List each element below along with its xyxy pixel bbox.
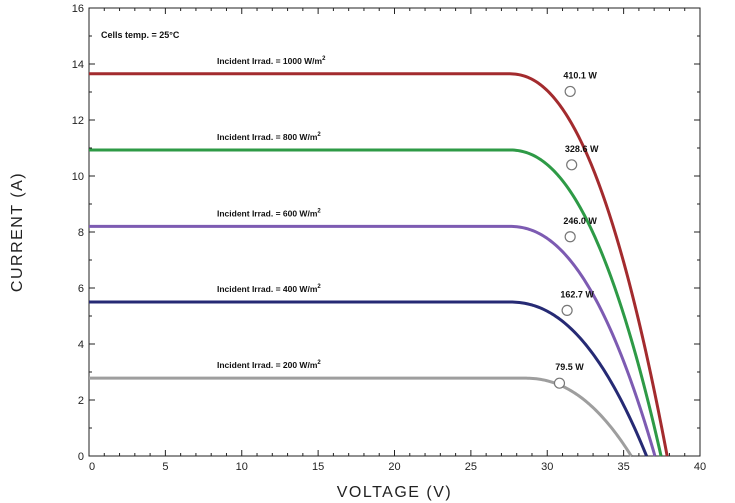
- y-tick-label: 12: [72, 115, 84, 127]
- series-label-superscript: 2: [317, 132, 321, 138]
- series-label-text: Incident Irrad. = 600 W/m: [217, 208, 318, 218]
- series-label-text: Incident Irrad. = 400 W/m: [217, 284, 318, 294]
- series-label-text: Incident Irrad. = 800 W/m: [217, 132, 318, 142]
- x-axis-title: VOLTAGE (V): [337, 484, 452, 501]
- y-tick-label: 0: [78, 451, 84, 463]
- x-tick-label: 20: [388, 461, 400, 473]
- y-tick-label: 14: [72, 59, 84, 71]
- series-curve-0: [89, 72, 669, 457]
- series-label-superscript: 2: [322, 56, 326, 62]
- series-label-superscript: 2: [317, 284, 321, 290]
- x-tick-label: 30: [541, 461, 553, 473]
- y-tick-label: 2: [78, 395, 84, 407]
- mpp-marker-4: [553, 377, 566, 389]
- temperature-note: Cells temp. = 25°C: [101, 30, 180, 40]
- y-tick-label: 8: [78, 227, 84, 239]
- series-curve-4: [89, 376, 633, 457]
- mpp-marker-3: [561, 304, 573, 316]
- mpp-label-2: 246.0 W: [563, 216, 597, 226]
- mpp-label-3: 162.7 W: [560, 289, 594, 299]
- mpp-marker-2: [564, 231, 576, 243]
- mpp-label-1: 328.6 W: [565, 144, 599, 154]
- axis-ticks: 0 5 10 15 20 25 30 35 40 0 2 4 6 8 10 12 14 16: [72, 3, 706, 473]
- x-tick-label: 10: [236, 461, 248, 473]
- mpp-marker-0: [564, 85, 576, 98]
- series-label-superscript: 2: [317, 360, 321, 366]
- y-tick-label: 10: [72, 171, 84, 183]
- series-label-text: Incident Irrad. = 1000 W/m: [217, 56, 323, 66]
- curve-layer: [89, 72, 669, 457]
- x-tick-label: 40: [694, 461, 706, 473]
- y-tick-label: 4: [78, 339, 84, 351]
- x-tick-label: 35: [618, 461, 630, 473]
- series-label-3: Incident Irrad. = 400 W/m2: [217, 284, 321, 294]
- mpp-label-4: 79.5 W: [555, 362, 584, 372]
- series-curve-2: [89, 224, 657, 457]
- x-tick-label: 25: [465, 461, 477, 473]
- series-label-4: Incident Irrad. = 200 W/m2: [217, 360, 321, 370]
- x-tick-label: 15: [312, 461, 324, 473]
- series-label-2: Incident Irrad. = 600 W/m2: [217, 208, 321, 218]
- y-axis-title: CURRENT (A): [9, 172, 26, 292]
- series-label-superscript: 2: [317, 208, 321, 214]
- y-tick-label: 16: [72, 3, 84, 15]
- series-label-1: Incident Irrad. = 800 W/m2: [217, 132, 321, 142]
- series-curve-1: [89, 148, 663, 457]
- x-tick-label: 0: [89, 461, 95, 473]
- series-label-text: Incident Irrad. = 200 W/m: [217, 360, 318, 370]
- y-tick-label: 6: [78, 283, 84, 295]
- x-tick-label: 5: [162, 461, 168, 473]
- series-label-0: Incident Irrad. = 1000 W/m2: [217, 56, 326, 66]
- series-curve-3: [89, 300, 648, 457]
- mpp-marker-1: [566, 159, 578, 171]
- mpp-label-0: 410.1 W: [563, 70, 597, 80]
